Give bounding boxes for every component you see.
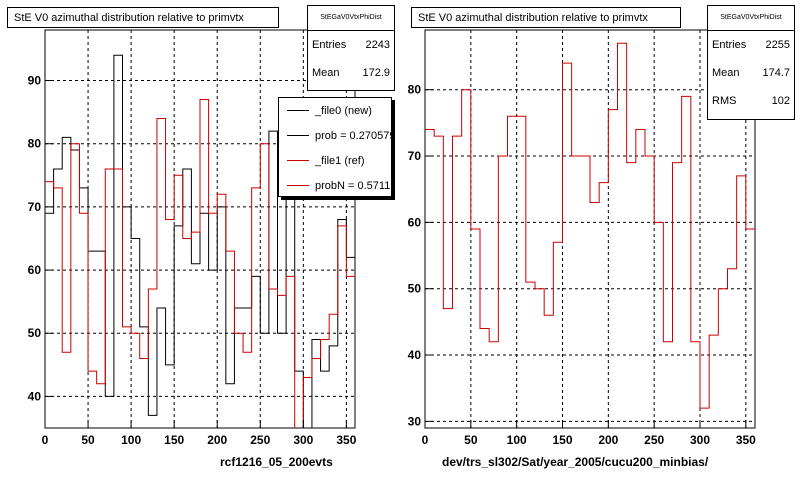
legend-swatch-file0 xyxy=(287,110,309,111)
left-tick-layer: 0 50 100 150 200 250 300 350 40 50 60 70 80 90 xyxy=(28,74,357,447)
right-stats-rms-value: 102 xyxy=(771,95,790,107)
left-x-tick-label: 50 xyxy=(81,433,95,447)
right-y-tick-label: 50 xyxy=(408,282,422,296)
right-x-tick-label: 350 xyxy=(736,433,756,447)
left-y-tick-label: 60 xyxy=(28,263,42,277)
left-x-tick-label: 150 xyxy=(164,433,184,447)
left-stats-mean-value: 172.9 xyxy=(362,67,390,79)
legend-text-file1: _file1 (ref) xyxy=(315,154,365,167)
right-histogram-panel: 0 50 100 150 200 250 300 350 30 40 50 60 70 80 StE V0… xyxy=(400,0,800,480)
legend-entry-file1: _file1 (ref) xyxy=(279,148,391,173)
right-stats-rms-label: RMS xyxy=(712,95,737,107)
left-y-tick-label: 50 xyxy=(28,326,42,340)
right-y-tick-label: 30 xyxy=(408,414,422,428)
right-x-tick-label: 300 xyxy=(690,433,710,447)
right-stats-box: StEGaV0VtxPhiDist Entries 2255 Mean 174.… xyxy=(707,5,795,120)
left-chart-title: StE V0 azimuthal distribution relative t… xyxy=(7,7,279,28)
right-stats-mean-value: 174.7 xyxy=(762,67,790,79)
right-x-tick-label: 50 xyxy=(464,433,478,447)
legend-swatch-file1 xyxy=(287,160,309,161)
right-stats-mean-label: Mean xyxy=(712,67,740,79)
left-legend: _file0 (new) prob = 0.270579 _file1 (ref… xyxy=(278,97,392,197)
left-x-tick-label: 200 xyxy=(207,433,227,447)
left-frame-layer xyxy=(44,29,356,429)
right-stats-entries-value: 2255 xyxy=(765,39,790,51)
left-stats-mean-label: Mean xyxy=(312,67,340,79)
left-y-tick-label: 70 xyxy=(28,200,42,214)
left-histogram-panel: 0 50 100 150 200 250 300 350 40 50 60 70 80 90 StE V0… xyxy=(7,5,395,469)
right-x-axis-label: dev/trs_sl302/Sat/year_2005/cucu200_minb… xyxy=(442,455,709,469)
left-stats-mean-row: Mean 172.9 xyxy=(308,59,394,87)
left-x-tick-label: 350 xyxy=(336,433,356,447)
left-x-tick-label: 0 xyxy=(42,433,49,447)
left-stats-entries-label: Entries xyxy=(312,39,347,51)
right-series-layer xyxy=(425,42,755,409)
right-stats-rms-row: RMS 102 xyxy=(708,87,794,115)
right-x-tick-label: 250 xyxy=(644,433,664,447)
right-stats-name: StEGaV0VtxPhiDist xyxy=(708,6,794,31)
right-y-tick-label: 70 xyxy=(408,149,422,163)
left-x-tick-label: 100 xyxy=(121,433,141,447)
right-series-0-histogram xyxy=(425,42,755,409)
right-chart-title: StE V0 azimuthal distribution relative t… xyxy=(411,7,681,28)
left-stats-entries-row: Entries 2243 xyxy=(308,31,394,59)
right-x-tick-label: 0 xyxy=(422,433,429,447)
left-stats-name: StEGaV0VtxPhiDist xyxy=(308,6,394,31)
left-x-axis-label: rcf1216_05_200evts xyxy=(220,455,333,469)
legend-text-prob: prob = 0.270579 xyxy=(315,129,392,142)
legend-text-file0: _file0 (new) xyxy=(315,104,372,117)
left-x-tick-label: 250 xyxy=(250,433,270,447)
legend-swatch-prob xyxy=(287,135,309,136)
right-x-tick-label: 200 xyxy=(598,433,618,447)
right-tick-layer: 0 50 100 150 200 250 300 350 30 40 50 60 70 80 xyxy=(408,83,757,447)
left-plot-frame xyxy=(44,29,356,429)
left-stats-box: StEGaV0VtxPhiDist Entries 2243 Mean 172.… xyxy=(307,5,395,91)
right-y-tick-label: 60 xyxy=(408,215,422,229)
left-y-tick-label: 80 xyxy=(28,137,42,151)
legend-swatch-probn xyxy=(287,185,309,186)
left-y-tick-label: 40 xyxy=(28,389,42,403)
right-x-tick-label: 150 xyxy=(552,433,572,447)
right-x-tick-label: 100 xyxy=(507,433,527,447)
right-y-tick-label: 80 xyxy=(408,83,422,97)
left-y-tick-label: 90 xyxy=(28,74,42,88)
legend-entry-probn: probN = 0.571188 xyxy=(279,173,391,196)
right-stats-mean-row: Mean 174.7 xyxy=(708,59,794,87)
right-y-tick-label: 40 xyxy=(408,348,422,362)
right-plot-svg: 0 50 100 150 200 250 300 350 30 40 50 60 70 80 xyxy=(408,29,757,447)
left-x-tick-label: 300 xyxy=(293,433,313,447)
legend-text-probn: probN = 0.571188 xyxy=(315,179,391,192)
left-stats-entries-value: 2243 xyxy=(365,39,390,51)
legend-entry-file0: _file0 (new) xyxy=(279,98,391,123)
right-stats-entries-label: Entries xyxy=(712,39,747,51)
legend-entry-prob: prob = 0.270579 xyxy=(279,123,391,148)
right-stats-entries-row: Entries 2255 xyxy=(708,31,794,59)
